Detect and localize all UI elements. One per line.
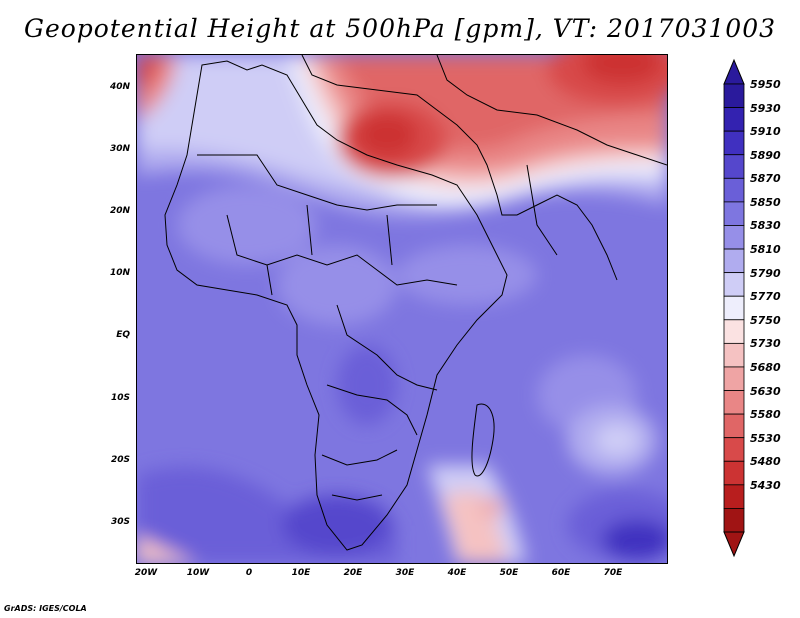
colorbar-segment — [723, 508, 745, 533]
lon-label-20e: 20E — [343, 568, 363, 578]
colorbar-level-label: 5750 — [750, 313, 781, 327]
lon-label-10w: 10W — [186, 568, 210, 578]
lat-label-40n: 40N — [109, 82, 130, 92]
colorbar-arrow-bottom — [723, 531, 745, 558]
colorbar-segment — [723, 154, 745, 179]
colorbar-level-label: 5910 — [750, 125, 781, 139]
lat-label-10n: 10N — [109, 268, 130, 278]
colorbar-segment — [723, 107, 745, 132]
colorbar-level-label: 5950 — [750, 78, 781, 91]
colorbar-level-label: 5580 — [750, 408, 781, 422]
colorbar-segment — [723, 413, 745, 439]
colorbar-segment — [723, 460, 745, 486]
colorbar-segment — [723, 225, 745, 250]
colorbar-level-label: 5530 — [750, 431, 781, 445]
colorbar-level-label: 5770 — [750, 290, 781, 304]
colorbar — [723, 58, 745, 558]
lat-label-20s: 20S — [110, 455, 130, 465]
lon-label-20w: 20W — [134, 568, 158, 578]
colorbar-segment — [723, 437, 745, 462]
map-title: Geopotential Height at 500hPa [gpm], VT:… — [23, 14, 777, 43]
lon-label-70e: 70E — [603, 568, 623, 578]
colorbar-level-label: 5480 — [750, 455, 781, 469]
colorbar-level-label: 5930 — [750, 101, 781, 115]
colorbar-level-label: 5810 — [750, 243, 781, 257]
colorbar-level-label: 5850 — [750, 195, 781, 209]
colorbar-segment — [723, 390, 745, 415]
map-panel — [136, 54, 668, 564]
lon-label-50e: 50E — [499, 568, 519, 578]
colorbar-arrow-top — [723, 58, 745, 85]
coastlines — [164, 55, 667, 551]
colorbar-segment — [723, 177, 745, 203]
colorbar-segment — [723, 484, 745, 509]
colorbar-level-label: 5830 — [750, 219, 781, 233]
lon-label-10e: 10E — [291, 568, 311, 578]
colorbar-segment — [723, 83, 745, 108]
colorbar-segment — [723, 130, 745, 156]
colorbar-segment — [723, 272, 745, 297]
colorbar-level-label: 5630 — [750, 384, 781, 398]
colorbar-level-label: 5790 — [750, 266, 781, 280]
colorbar-segment — [723, 319, 745, 344]
colorbar-segment — [723, 295, 745, 321]
lon-label-30e: 30E — [395, 568, 415, 578]
colorbar-level-label: 5890 — [750, 148, 781, 162]
colorbar-segment — [723, 248, 745, 274]
colorbar-segments — [723, 83, 745, 533]
colorbar-segment — [723, 366, 745, 391]
lon-label-60e: 60E — [551, 568, 571, 578]
lat-label-30s: 30S — [110, 517, 130, 527]
field-shading — [137, 55, 667, 563]
lon-label-40e: 40E — [447, 568, 467, 578]
colorbar-level-label: 5870 — [750, 172, 781, 186]
lat-label-20n: 20N — [109, 206, 130, 216]
footer-credit: GrADS: IGES/COLA — [4, 604, 87, 613]
colorbar-level-label: 5430 — [750, 478, 781, 492]
colorbar-level-label: 5680 — [750, 360, 781, 374]
lat-label-10s: 10S — [110, 393, 130, 403]
lat-label-eq: EQ — [116, 330, 130, 340]
geopotential-field — [137, 55, 667, 563]
colorbar-segment — [723, 342, 745, 368]
colorbar-level-label: 5730 — [750, 337, 781, 351]
colorbar-segment — [723, 201, 745, 226]
lat-label-30n: 30N — [109, 144, 130, 154]
lon-label-0: 0 — [245, 568, 253, 578]
